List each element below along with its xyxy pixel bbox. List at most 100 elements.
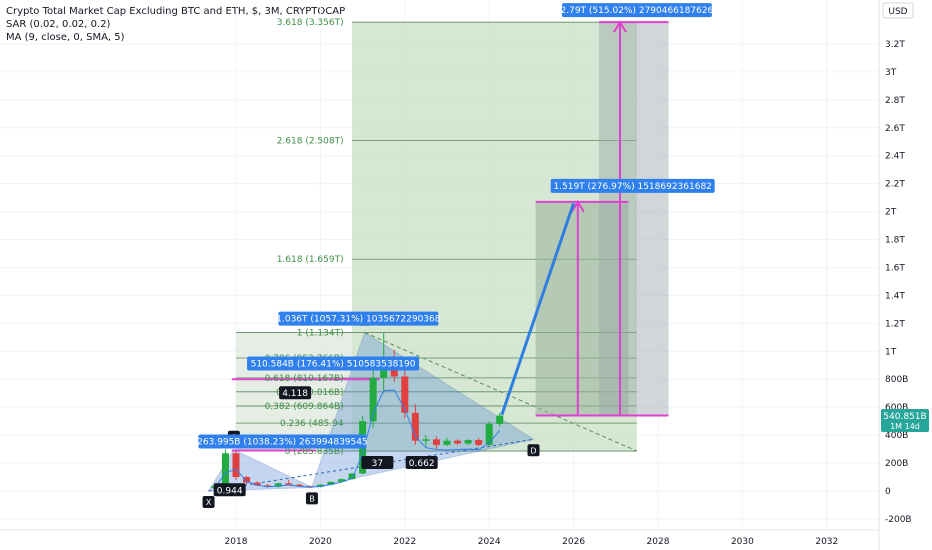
projection-box-1[interactable] [535, 201, 629, 416]
y-tick-label: 2T [885, 208, 897, 218]
pattern-point-badge [527, 444, 540, 457]
fib-level-label: 1.618 (1.659T) [277, 255, 344, 265]
y-tick-label: 2.6T [885, 124, 905, 134]
candle-body [443, 440, 451, 445]
currency-button[interactable] [882, 2, 914, 19]
candle-body [274, 483, 282, 487]
projection-label-bg [198, 434, 367, 449]
forecast-arrow [500, 202, 576, 416]
y-tick-label: -200B [885, 515, 912, 525]
candle-body [264, 485, 272, 487]
x-tick-label: 2030 [731, 537, 754, 547]
arrowhead-1 [570, 199, 585, 213]
candle-body [422, 439, 430, 441]
x-tick-label: 2018 [225, 537, 248, 547]
candle-body [243, 477, 251, 483]
y-tick-label: 0 [885, 487, 891, 497]
arrowhead-2 [613, 20, 627, 33]
projection-label-bg [561, 3, 712, 18]
candle-body [348, 473, 356, 480]
ma-line [214, 389, 501, 489]
projection-label-bg [278, 311, 439, 326]
candle-body [369, 377, 377, 422]
x-tick-label: 2022 [393, 537, 416, 547]
y-tick-label: 1T [885, 347, 897, 357]
x-tick-label: 2024 [478, 537, 501, 547]
x-tick-label: 2028 [647, 537, 670, 547]
y-tick-label: 400B [885, 431, 908, 441]
last-price-value: 540.851B [883, 412, 926, 422]
y-tick-label: 3T [885, 68, 897, 78]
projection-label-bg [550, 178, 715, 193]
candle-body [464, 440, 472, 444]
y-tick-label: 200B [885, 459, 908, 469]
y-tick-label: 2.4T [885, 152, 905, 162]
fib-level-label: 1 (1.134T) [297, 329, 344, 339]
ratio-label: 0.662 [409, 459, 435, 469]
projection-label: 2.79T (515.02%) 2790466187626 [561, 6, 714, 16]
projection-label-bg [247, 356, 420, 371]
candle-body [432, 439, 440, 445]
y-tick-label: 3.2T [885, 40, 905, 50]
y-tick-label: 1.8T [885, 236, 905, 246]
ratio-badge [213, 483, 246, 497]
x-tick-label: 2032 [815, 537, 838, 547]
candle-body [380, 368, 388, 378]
projection-label: 1.519T (276.97%) 1518692361682 [553, 182, 712, 192]
ratio-badge [361, 456, 394, 470]
last-price-badge [881, 409, 929, 432]
pattern-point-label: B [309, 494, 315, 503]
last-price-countdown: 1M 14d [890, 422, 920, 431]
y-tick-label: 800B [885, 375, 908, 385]
projection-box-2[interactable] [598, 22, 669, 416]
candle-body [327, 481, 335, 485]
fib-level-label: 0 (285.835B) [285, 447, 344, 457]
candle-body [232, 453, 240, 478]
candle-body [253, 482, 261, 486]
currency-label: USD [888, 7, 907, 17]
y-tick-label: 600B [885, 403, 908, 413]
candle-body [496, 415, 504, 424]
candle-body [485, 423, 493, 445]
fib-level-label: 0.618 (810.167B) [265, 374, 344, 384]
y-tick-label: 2.2T [885, 180, 905, 190]
ratio-label: 0.944 [217, 486, 243, 496]
ratio-label: 37 [372, 459, 383, 469]
candle-body [221, 453, 229, 487]
legend-ma[interactable]: MA (9, close, 0, SMA, 5) [6, 32, 125, 43]
candle-body [338, 479, 345, 482]
y-tick-label: 1.6T [885, 263, 905, 273]
ratio-badge [405, 456, 438, 470]
legend-title[interactable]: Crypto Total Market Cap Excluding BTC an… [6, 6, 346, 17]
chart-drawings[interactable] [207, 20, 669, 492]
fib-level-label: 3.618 (3.356T) [277, 18, 344, 28]
candle-body [295, 484, 303, 487]
candle-body [401, 376, 409, 413]
pattern-point-label: X [206, 498, 212, 507]
legend-sar[interactable]: SAR (0.02, 0.02, 0.2) [6, 19, 111, 30]
candle-body [285, 483, 293, 485]
pattern-point-label: D [530, 446, 536, 455]
fib-trend-line [364, 332, 638, 452]
fib-level-label: 0.382 (609.864B) [265, 402, 344, 412]
projection-label: 1.036T (1057.31%) 1035672290368 [276, 315, 440, 325]
y-axis-ticks[interactable]: -200B 0 200B 400B 600B 800B 1T 1.2T 1.4T 1.6T 1.8T… [885, 40, 912, 525]
candle-body [411, 412, 419, 441]
pattern-point-badge [202, 496, 215, 508]
x-tick-label: 2026 [562, 537, 585, 547]
ratio-label: 4.118 [282, 389, 308, 399]
y-tick-label: 1.2T [885, 319, 905, 329]
x-tick-label: 2020 [309, 537, 332, 547]
ratio-badge [279, 386, 312, 400]
fib-level-label: 0.236 (485.94 [280, 419, 344, 429]
drawing-labels: 3.618 (3.356T) 2.618 (2.508T) 1.618 (1.659… [197, 3, 715, 508]
candle-body [475, 440, 483, 445]
y-tick-label: 2.8T [885, 96, 905, 106]
x-axis-ticks[interactable]: 2018 2020 2022 2024 2026 2028 2030 2032 [225, 537, 839, 547]
candle-body [454, 440, 462, 444]
y-tick-label: 1.4T [885, 291, 905, 301]
projection-label: 263.995B (1038.23%) 263994839545 [197, 437, 368, 447]
candle-body [316, 484, 324, 487]
